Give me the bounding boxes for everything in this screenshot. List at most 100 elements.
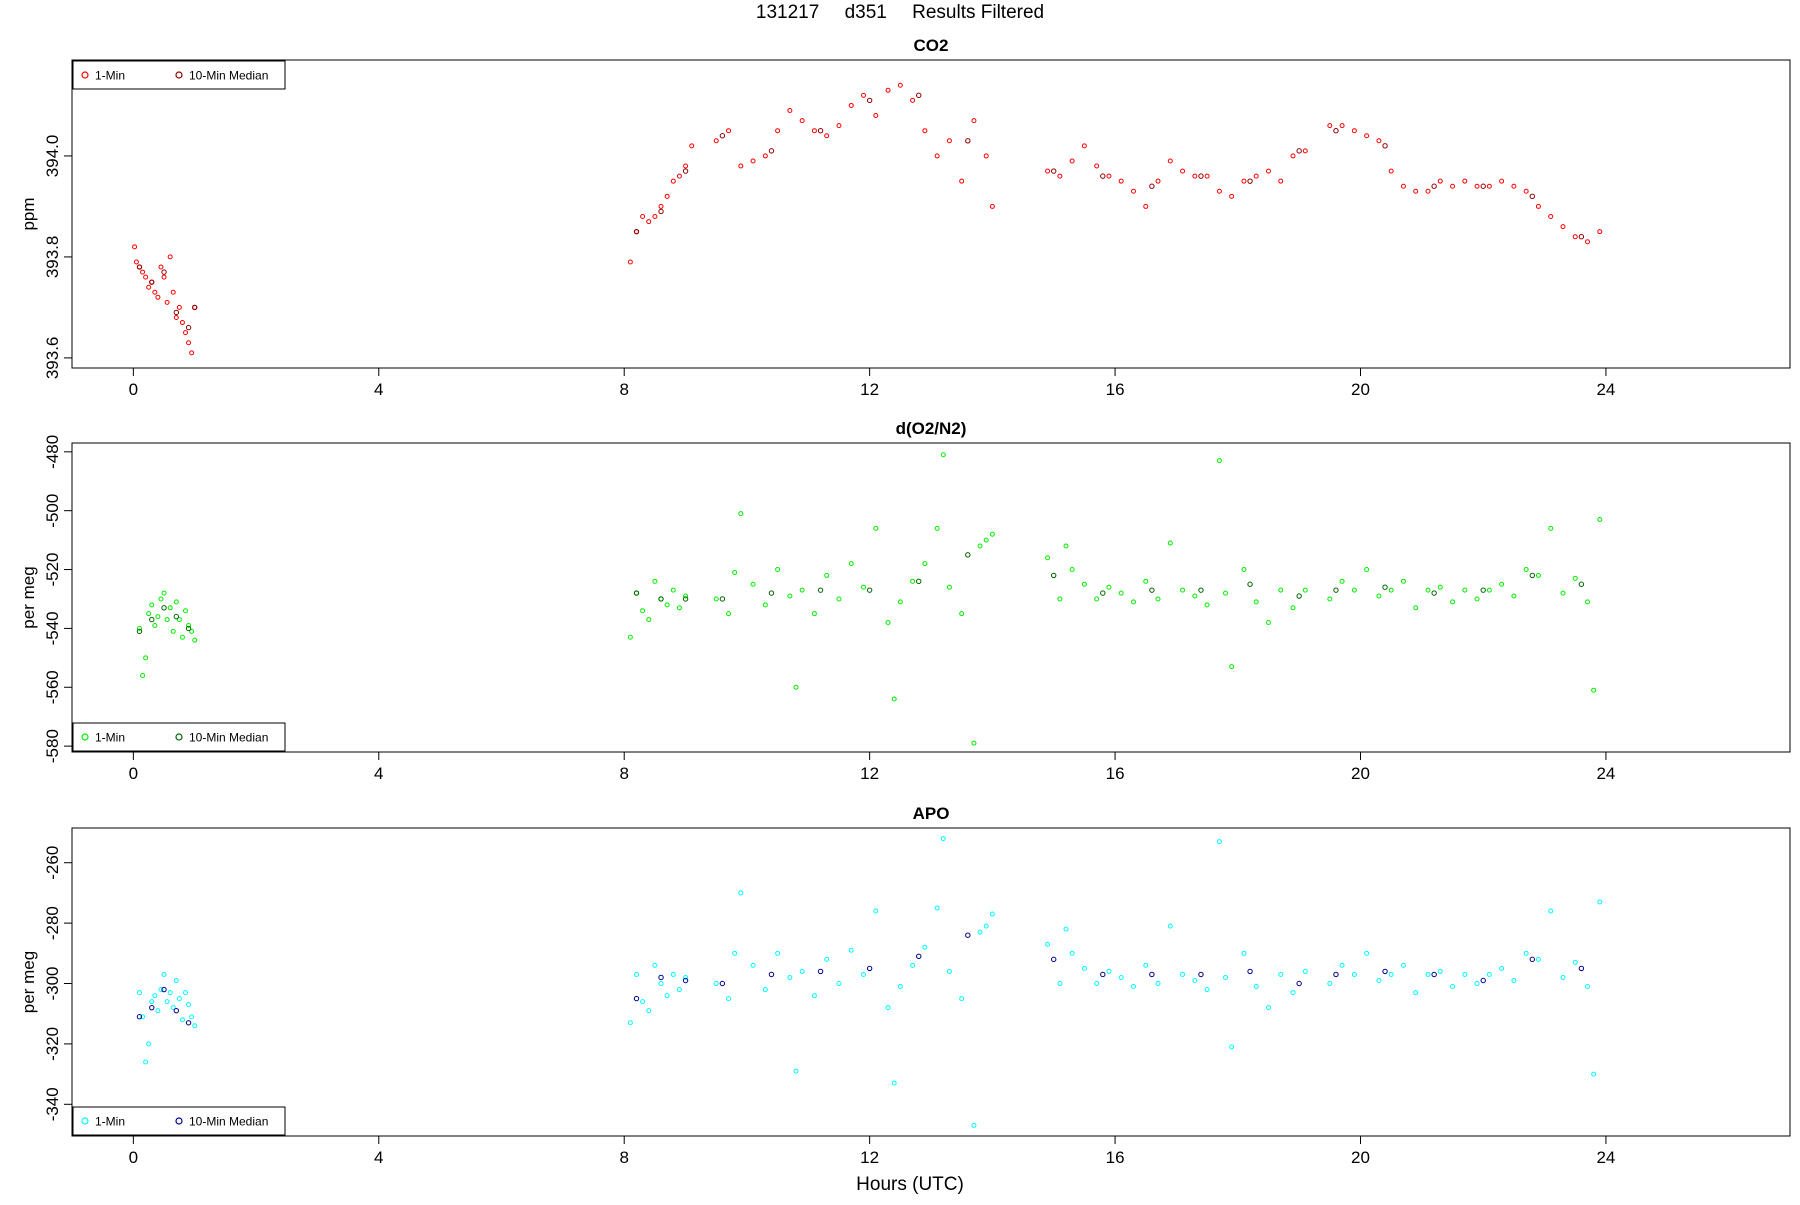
co2-legend-marker — [81, 71, 89, 79]
o2n2-1min-point — [1180, 587, 1186, 593]
o2n2-1min-point — [1130, 599, 1136, 605]
apo-1min-point — [176, 996, 182, 1002]
co2-1min-point — [1204, 173, 1210, 179]
o2n2-plot-frame — [71, 442, 1791, 753]
apo-1min-point — [891, 1080, 897, 1086]
apo-median-point — [173, 1007, 180, 1014]
apo-1min-point — [1278, 971, 1284, 977]
o2n2-median-point — [965, 552, 971, 558]
co2-1min-point — [1290, 153, 1296, 159]
o2n2-1min-point — [1591, 687, 1597, 693]
o2n2-1min-point — [152, 622, 158, 628]
apo-panel: APO per meg 0 4 8 12 16 20 24 -340 -320 -300 -280 -26… — [19, 804, 1791, 1167]
co2-1min-point — [1143, 203, 1149, 209]
co2-1min-point — [164, 299, 170, 305]
apo-median-point — [817, 968, 824, 975]
o2n2-panel: d(O2/N2) per meg 0 4 8 12 16 20 24 -580 -560 -540 -5… — [19, 419, 1791, 783]
o2n2-median-point — [1529, 572, 1536, 579]
co2-median-point — [1382, 143, 1388, 149]
apo-1min-point — [762, 987, 768, 993]
co2-1min-point — [186, 340, 192, 346]
co2-1min-point — [1155, 178, 1161, 184]
co2-1min-point — [971, 118, 977, 124]
o2n2-x-tick-label: 12 — [860, 764, 879, 783]
o2n2-1min-point — [1560, 590, 1566, 596]
o2n2-y-tick-label: -560 — [43, 670, 62, 704]
o2n2-median-point — [1578, 581, 1585, 587]
co2-1min-point — [1327, 123, 1333, 129]
o2n2-1min-point — [189, 628, 195, 634]
co2-median-point — [192, 304, 198, 311]
apo-1min-point — [934, 905, 940, 911]
apo-median-point — [1480, 977, 1486, 984]
o2n2-legend-marker — [175, 733, 183, 741]
o2n2-1min-point — [676, 605, 682, 611]
co2-1min-point — [189, 350, 195, 356]
o2n2-1min-point — [1499, 581, 1505, 587]
co2-1min-point — [885, 87, 891, 93]
apo-1min-point — [1069, 950, 1075, 956]
apo-1min-point — [170, 1005, 176, 1011]
apo-1min-point — [910, 962, 916, 968]
apo-median-point — [633, 995, 640, 1002]
o2n2-y-tick-label: -580 — [43, 729, 62, 763]
co2-1min-point — [1057, 173, 1063, 179]
apo-median-point — [136, 1014, 143, 1020]
apo-median-point — [866, 965, 873, 972]
o2n2-1min-point — [640, 608, 646, 614]
figure-title-date: 131217 — [755, 2, 820, 23]
co2-median-point — [658, 208, 664, 215]
apo-1min-point — [1180, 971, 1186, 977]
o2n2-x-tick-label: 4 — [374, 764, 383, 783]
o2n2-1min-point — [146, 611, 152, 617]
apo-median-point — [658, 974, 664, 981]
apo-median-point — [1198, 971, 1204, 978]
apo-median-point — [1149, 971, 1155, 978]
apo-1min-point — [1523, 950, 1529, 956]
apo-legend-label: 10-Min Median — [189, 1115, 268, 1129]
apo-1min-point — [1327, 981, 1333, 987]
o2n2-1min-point — [1265, 620, 1271, 626]
co2-median-point — [161, 269, 167, 275]
o2n2-legend: 1-Min 10-Min Median — [72, 722, 286, 752]
o2n2-1min-point — [983, 537, 989, 543]
o2n2-1min-point — [1045, 555, 1051, 561]
o2n2-1min-point — [670, 587, 676, 593]
o2n2-1min-point — [885, 620, 891, 626]
o2n2-1min-point — [1523, 567, 1529, 573]
o2n2-1min-point — [140, 672, 146, 678]
o2n2-1min-point — [627, 634, 633, 640]
apo-median-point — [1051, 956, 1057, 963]
apo-1min-point — [1462, 971, 1468, 977]
co2-1min-point — [1597, 229, 1603, 235]
apo-1min-point — [1535, 956, 1541, 962]
co2-1min-point — [922, 128, 928, 134]
co2-1min-point — [1229, 193, 1235, 199]
o2n2-1min-point — [158, 596, 164, 602]
co2-median-point — [149, 279, 155, 285]
apo-x-tick-label: 0 — [129, 1148, 138, 1167]
apo-1min-point — [861, 971, 867, 977]
o2n2-1min-point — [161, 590, 167, 596]
co2-1min-point — [1180, 168, 1186, 174]
apo-x-tick-label: 20 — [1351, 1148, 1370, 1167]
apo-1min-point — [1253, 984, 1259, 990]
co2-y-tick-label: 393.6 — [43, 337, 62, 380]
o2n2-1min-point — [664, 602, 670, 608]
co2-median-point — [1198, 173, 1204, 179]
co2-1min-point — [946, 138, 952, 144]
o2n2-1min-point — [989, 531, 995, 537]
o2n2-1min-point — [1474, 596, 1480, 602]
co2-1min-point — [1351, 128, 1357, 134]
co2-1min-point — [824, 133, 830, 139]
apo-1min-point — [1130, 984, 1136, 990]
o2n2-1min-point — [775, 567, 781, 573]
co2-1min-point — [646, 219, 652, 225]
o2n2-1min-point — [1118, 590, 1124, 596]
co2-legend: 1-Min 10-Min Median — [72, 60, 286, 90]
apo-1min-point — [158, 987, 164, 993]
apo-1min-point — [1265, 1005, 1271, 1011]
o2n2-1min-point — [811, 611, 817, 617]
apo-1min-point — [189, 1014, 195, 1020]
